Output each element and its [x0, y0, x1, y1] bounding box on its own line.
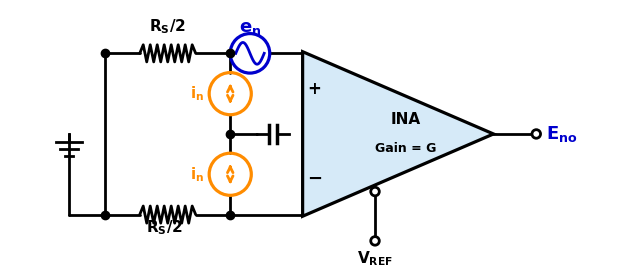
- Text: $\mathbf{E_{no}}$: $\mathbf{E_{no}}$: [546, 124, 578, 144]
- Text: INA: INA: [391, 112, 421, 127]
- Text: $\mathbf{R_S/2}$: $\mathbf{R_S/2}$: [149, 17, 186, 36]
- Text: −: −: [307, 170, 322, 188]
- Text: Gain = G: Gain = G: [375, 142, 437, 155]
- Text: $\mathbf{V_{REF}}$: $\mathbf{V_{REF}}$: [357, 249, 393, 268]
- Polygon shape: [302, 52, 494, 216]
- Text: $\mathbf{e_n}$: $\mathbf{e_n}$: [239, 19, 261, 37]
- Circle shape: [532, 130, 541, 138]
- Text: +: +: [308, 80, 321, 98]
- Circle shape: [371, 237, 379, 245]
- Text: $\mathbf{R_S/2}$: $\mathbf{R_S/2}$: [146, 218, 182, 237]
- Text: $\mathbf{i_n}$: $\mathbf{i_n}$: [190, 165, 204, 184]
- Text: $\mathbf{i_n}$: $\mathbf{i_n}$: [190, 84, 204, 103]
- Circle shape: [371, 187, 379, 196]
